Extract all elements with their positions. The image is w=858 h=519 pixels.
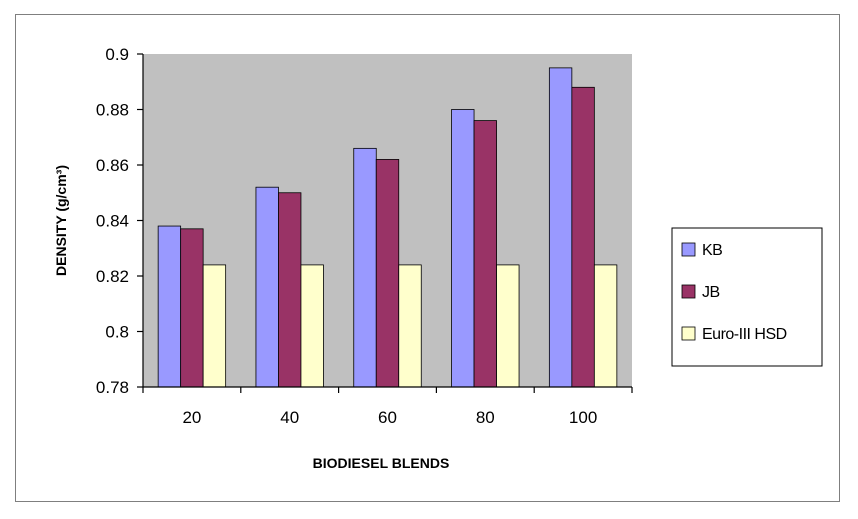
y-tick-label: 0.9 [105, 45, 129, 64]
y-tick-label: 0.78 [96, 378, 129, 397]
bar-jb-60 [375, 159, 400, 388]
y-tick-label: 0.88 [96, 101, 129, 120]
x-tick-label: 80 [476, 408, 495, 427]
bar-kb-20 [157, 225, 182, 388]
x-tick-label: 20 [182, 408, 201, 427]
bar-euro-iii-hsd-60 [398, 264, 422, 388]
y-tick-label: 0.84 [96, 212, 129, 231]
x-axis-title: BIODIESEL BLENDS [313, 455, 450, 471]
x-tick-label: 100 [569, 408, 597, 427]
bar-euro-iii-hsd-20 [202, 264, 227, 388]
x-tick-labels: 20 40 60 80 100 [182, 408, 597, 427]
bar-euro-iii-hsd-80 [496, 264, 520, 388]
legend-swatch [681, 284, 696, 299]
bar-kb-100 [548, 67, 573, 388]
legend-label: Euro-III HSD [702, 326, 787, 343]
bar-jb-40 [278, 192, 302, 388]
bar-kb-80 [451, 109, 475, 388]
x-tick-label: 40 [280, 408, 299, 427]
y-tick-label: 0.82 [96, 267, 129, 286]
y-tick-labels: 0.78 0.8 0.82 0.84 0.86 0.88 0.9 [96, 45, 129, 397]
x-tick-label: 60 [378, 408, 397, 427]
bar-kb-40 [255, 186, 279, 388]
legend [671, 227, 823, 367]
bars [157, 67, 618, 388]
bar-euro-iii-hsd-100 [593, 264, 618, 388]
bar-jb-100 [571, 86, 595, 388]
bar-jb-20 [180, 228, 204, 388]
bar-euro-iii-hsd-40 [300, 264, 324, 388]
y-axis-title: DENSITY (g/cm³) [53, 165, 69, 276]
legend-label: JB [702, 284, 720, 301]
legend-label: KB [702, 242, 722, 259]
legend-items: KB JB Euro-III HSD [681, 242, 787, 343]
y-tick-label: 0.8 [105, 323, 129, 342]
bar-kb-60 [353, 147, 377, 388]
bar-jb-80 [473, 120, 497, 388]
axes [137, 53, 633, 393]
legend-swatch [681, 326, 696, 341]
y-tick-label: 0.86 [96, 156, 129, 175]
legend-swatch [681, 242, 696, 257]
